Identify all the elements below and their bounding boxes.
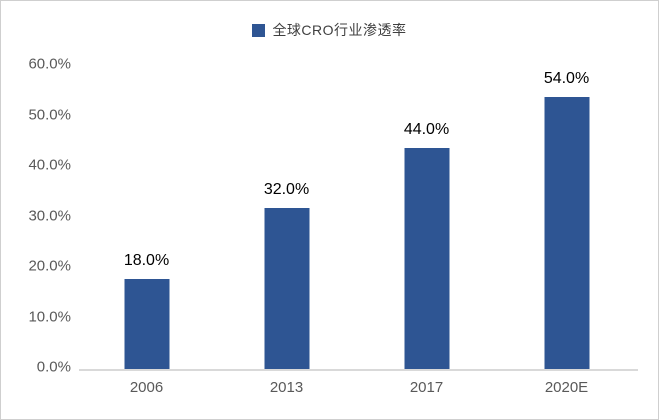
bar-2020E bbox=[544, 97, 589, 370]
y-axis-tick-label: 10.0% bbox=[28, 308, 71, 325]
x-axis-tick-label: 2013 bbox=[269, 379, 304, 396]
y-axis-tick-label: 0.0% bbox=[36, 358, 71, 376]
legend-label: 全球CRO行业渗透率 bbox=[272, 22, 407, 38]
x-axis-tick-label: 2020E bbox=[544, 379, 589, 396]
y-axis-tick-label: 50.0% bbox=[28, 106, 71, 123]
bar-value-label: 32.0% bbox=[263, 181, 310, 199]
x-axis-tick-label: 2017 bbox=[409, 379, 444, 396]
x-axis-tick-label: 2006 bbox=[129, 379, 164, 396]
bar-2017 bbox=[404, 147, 449, 370]
bar-value-label: 18.0% bbox=[123, 252, 170, 270]
y-axis-tick-label: 60.0% bbox=[28, 55, 71, 73]
chart-legend: 全球CRO行业渗透率 bbox=[1, 23, 658, 37]
y-axis-tick-label: 30.0% bbox=[28, 207, 71, 224]
bar-value-label: 54.0% bbox=[543, 70, 590, 88]
y-axis-tick-label: 40.0% bbox=[28, 156, 71, 174]
y-axis-tick-label: 20.0% bbox=[28, 257, 71, 275]
bar-value-label: 44.0% bbox=[403, 120, 450, 138]
bar-2006 bbox=[124, 279, 169, 370]
legend-swatch-icon bbox=[252, 23, 266, 37]
x-axis-line bbox=[79, 369, 638, 371]
bar-2013 bbox=[264, 208, 309, 370]
